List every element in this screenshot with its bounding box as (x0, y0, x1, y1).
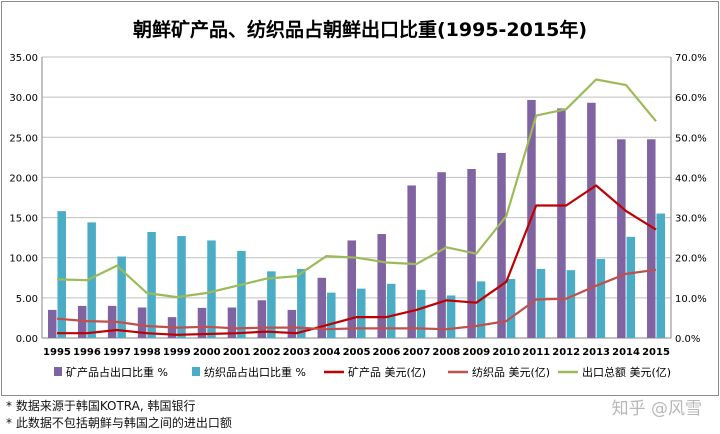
legend-swatch (54, 367, 62, 376)
bar-textile-share (87, 222, 96, 338)
y-right-tick-label: 50.0% (675, 133, 707, 144)
x-tick-label: 1997 (103, 347, 131, 358)
bar-textile-share (656, 213, 666, 338)
x-tick-label: 1995 (43, 347, 71, 358)
bar-mineral-share (347, 240, 356, 338)
bar-textile-share (536, 268, 546, 338)
bar-mineral-share (377, 234, 386, 338)
legend-label: 矿产品占出口比重 % (66, 365, 168, 379)
line-textile-usd (56, 268, 657, 331)
bar-mineral-share (77, 305, 87, 338)
bar-textile-share (476, 281, 486, 338)
x-tick-label: 2008 (432, 347, 460, 358)
x-tick-label: 2005 (343, 347, 371, 358)
y-left-tick-label: 30.00 (9, 93, 38, 104)
bar-mineral-share (317, 277, 327, 338)
x-tick-label: 1999 (163, 347, 191, 358)
line-mineral-usd (57, 184, 657, 336)
x-tick-label: 2011 (522, 347, 550, 358)
y-left-tick-label: 35.00 (9, 53, 38, 64)
bar-textile-share (297, 268, 306, 338)
footnotes: * 数据来源于韩国KOTRA, 韩国银行 * 此数据不包括朝鲜与韩国之间的进出口… (6, 398, 232, 432)
bar-textile-share (177, 236, 186, 338)
y-left-tick-label: 5.00 (16, 294, 38, 305)
bar-textile-share (506, 278, 516, 338)
x-tick-label: 2015 (642, 347, 670, 358)
bar-mineral-share (557, 108, 566, 338)
bar-mineral-share (137, 307, 147, 338)
y-left-tick-label: 10.00 (9, 254, 38, 265)
x-tick-label: 2010 (492, 347, 520, 358)
y-right-tick-label: 10.0% (675, 294, 707, 305)
bar-textile-share (267, 271, 276, 338)
x-tick-label: 1998 (133, 347, 161, 358)
x-tick-label: 2002 (253, 347, 281, 358)
bar-textile-share (386, 283, 396, 338)
x-tick-label: 2009 (462, 347, 490, 358)
legend: 矿产品占出口比重 % 纺织品占出口比重 % 矿产品 美元(亿) 纺织品 美元(亿) 出口… (54, 365, 671, 379)
x-tick-label: 2013 (582, 347, 610, 358)
bar-mineral-share (257, 300, 267, 338)
bar-textile-share (207, 240, 216, 338)
y-right-tick-label: 40.0% (675, 173, 707, 184)
legend-label: 纺织品占出口比重 % (204, 365, 306, 379)
x-tick-label: 2004 (313, 347, 341, 358)
bar-textile-share (117, 256, 126, 338)
x-tick-label: 2001 (223, 347, 251, 358)
footnote-exclusion: * 此数据不包括朝鲜与韩国之间的进出口额 (6, 416, 232, 430)
bar-textile-share (327, 292, 336, 338)
bar-mineral-share (197, 307, 207, 338)
bar-textile-share (596, 258, 606, 338)
bar-textile-share (147, 232, 156, 338)
bar-mineral-share (497, 152, 506, 338)
bar-textile-share (237, 250, 246, 338)
chart-frame: 朝鲜矿产品、纺织品占朝鲜出口比重(1995-2015年) 0.00 0.0% 5.0… (1, 1, 719, 396)
y-right-tick-label: 60.0% (675, 93, 707, 104)
x-tick-label: 2003 (283, 347, 311, 358)
y-right-tick-label: 0.0% (675, 334, 700, 345)
y-left-tick-label: 0.00 (16, 334, 38, 345)
x-tick-label: 1996 (73, 347, 101, 358)
y-right-tick-label: 30.0% (675, 214, 707, 225)
line-series (56, 78, 657, 336)
footnote-source: * 数据来源于韩国KOTRA, 韩国银行 (6, 399, 196, 413)
x-tick-label: 2012 (552, 347, 580, 358)
x-tick-label: 2014 (612, 347, 640, 358)
bar-mineral-share (287, 309, 297, 338)
bar-mineral-share (587, 102, 596, 339)
y-left-tick-label: 20.00 (9, 173, 38, 184)
y-left-tick-label: 25.00 (9, 133, 38, 144)
axes: 0.00 0.0% 5.00 10.0% 10.00 20.0% 15.00 30.0% 20.… (9, 53, 706, 358)
x-tick-label: 2006 (373, 347, 401, 358)
bar-series (47, 99, 666, 339)
bar-mineral-share (407, 185, 416, 338)
bar-mineral-share (617, 139, 626, 338)
bar-textile-share (357, 288, 366, 338)
combo-chart: 朝鲜矿产品、纺织品占朝鲜出口比重(1995-2015年) 0.00 0.0% 5.0… (9, 18, 706, 379)
x-tick-label: 2000 (193, 347, 221, 358)
y-right-tick-label: 20.0% (675, 254, 707, 265)
legend-label: 纺织品 美元(亿) (472, 365, 550, 379)
bar-mineral-share (47, 309, 57, 338)
watermark: 知乎 @风雪 (611, 399, 702, 419)
legend-label: 出口总额 美元(亿) (582, 365, 671, 379)
bar-textile-share (446, 295, 456, 338)
bar-textile-share (416, 289, 426, 338)
chart-title: 朝鲜矿产品、纺织品占朝鲜出口比重(1995-2015年) (133, 18, 587, 41)
bar-mineral-share (437, 172, 446, 338)
bar-textile-share (57, 211, 66, 338)
bar-textile-share (566, 270, 576, 338)
y-left-tick-label: 15.00 (9, 214, 38, 225)
legend-swatch (192, 367, 200, 376)
y-right-tick-label: 70.0% (675, 53, 707, 64)
line-total-export-usd (56, 78, 657, 299)
x-tick-label: 2007 (402, 347, 430, 358)
bar-textile-share (626, 236, 636, 338)
bar-mineral-share (227, 307, 237, 338)
bar-mineral-share (647, 139, 656, 338)
legend-label: 矿产品 美元(亿) (348, 365, 426, 379)
